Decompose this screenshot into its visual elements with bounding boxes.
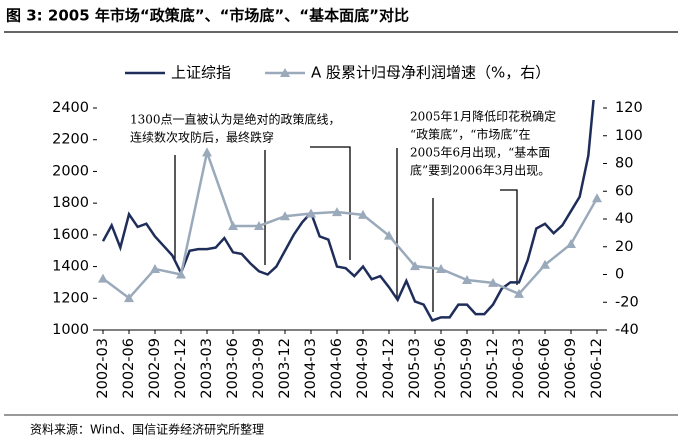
series-marker <box>254 220 264 230</box>
series-marker <box>514 288 524 298</box>
x-tick-label: 2006-06 <box>537 338 553 399</box>
series-marker <box>462 275 472 285</box>
source: 资料来源：Wind、国信证券经济研究所整理 <box>30 422 264 437</box>
x-tick-label: 2004-06 <box>329 338 345 399</box>
annotation: 2005年6月出现，“基本面 <box>410 146 550 160</box>
series-marker <box>150 263 160 273</box>
series-marker <box>176 269 186 279</box>
annotation: 1300点一直被认为是绝对的政策底线， <box>130 112 341 127</box>
series-marker <box>228 220 238 230</box>
series-marker <box>436 263 446 273</box>
x-tick-label: 2004-09 <box>355 338 371 399</box>
annotation: 2005年1月降低印花税确定 <box>410 109 556 124</box>
x-tick-label: 2006-12 <box>589 338 605 399</box>
x-tick-label: 2003-12 <box>277 338 293 399</box>
series-marker <box>124 293 134 303</box>
y-tick-label: 1600 <box>52 227 89 243</box>
x-tick-label: 2005-03 <box>407 338 423 399</box>
x-tick-label: 2002-03 <box>95 338 111 399</box>
annotation-lines <box>174 146 518 312</box>
y2-tick-label: 100 <box>615 128 643 144</box>
series-marker <box>566 238 576 248</box>
series-marker <box>332 207 342 217</box>
series-marker <box>384 230 394 240</box>
annotation: 底”要到2006年3月出现。 <box>410 163 550 178</box>
y-tick-label: 1000 <box>52 322 89 338</box>
x-tick-label: 2003-03 <box>199 338 215 399</box>
x-tick-label: 2003-06 <box>225 338 241 399</box>
y-tick-label: 1200 <box>52 290 89 306</box>
x-tick-label: 2004-12 <box>381 338 397 399</box>
series-marker <box>280 211 290 221</box>
y2-tick-label: 20 <box>615 239 633 255</box>
x-tick-label: 2006-03 <box>511 338 527 399</box>
y2-tick-label: 120 <box>615 100 643 116</box>
legend-label: 上证综指 <box>171 64 231 82</box>
series-marker <box>306 208 316 218</box>
legend-label: A 股累计归母净利润增速（%，右） <box>311 64 550 82</box>
series-marker <box>410 261 420 271</box>
chart-title: 图 3: 2005 年市场“政策底”、“市场底”、“基本面底”对比 <box>6 7 409 25</box>
series-marker <box>358 209 368 219</box>
series-line <box>101 100 595 323</box>
x-tick-label: 2002-06 <box>121 338 137 399</box>
series-marker <box>98 273 108 283</box>
x-tick-label: 2005-06 <box>433 338 449 399</box>
y2-tick-label: -20 <box>615 294 639 310</box>
legend-marker <box>280 68 290 77</box>
x-tick-label: 2005-09 <box>459 338 475 399</box>
series-marker <box>592 193 602 203</box>
y-tick-label: 2000 <box>52 163 89 179</box>
plot <box>98 100 602 323</box>
annotation: “政策底”，“市场底”在 <box>410 127 531 142</box>
x-tick-label: 2002-09 <box>147 338 163 399</box>
x-tick-label: 2002-12 <box>173 338 189 399</box>
x-tick-label: 2004-03 <box>303 338 319 399</box>
y2-tick-label: 0 <box>615 267 624 283</box>
y2-tick-label: 80 <box>615 156 633 172</box>
y-tick-label: 2400 <box>52 100 89 116</box>
series-marker <box>488 277 498 287</box>
annotation: 连续数次攻防后，最终跌穿 <box>130 130 274 145</box>
y2-tick-label: -40 <box>615 322 639 338</box>
x-tick-label: 2003-09 <box>251 338 267 399</box>
y2-tick-label: 60 <box>615 183 633 199</box>
y-tick-label: 2200 <box>52 132 89 148</box>
series-marker <box>540 259 550 269</box>
y2-tick-label: 40 <box>615 211 633 227</box>
series-marker <box>202 147 212 157</box>
x-tick-label: 2006-09 <box>563 338 579 399</box>
y-tick-label: 1800 <box>52 195 89 211</box>
series-line <box>102 147 599 300</box>
x-tick-label: 2005-12 <box>485 338 501 399</box>
y-tick-label: 1400 <box>52 259 89 275</box>
